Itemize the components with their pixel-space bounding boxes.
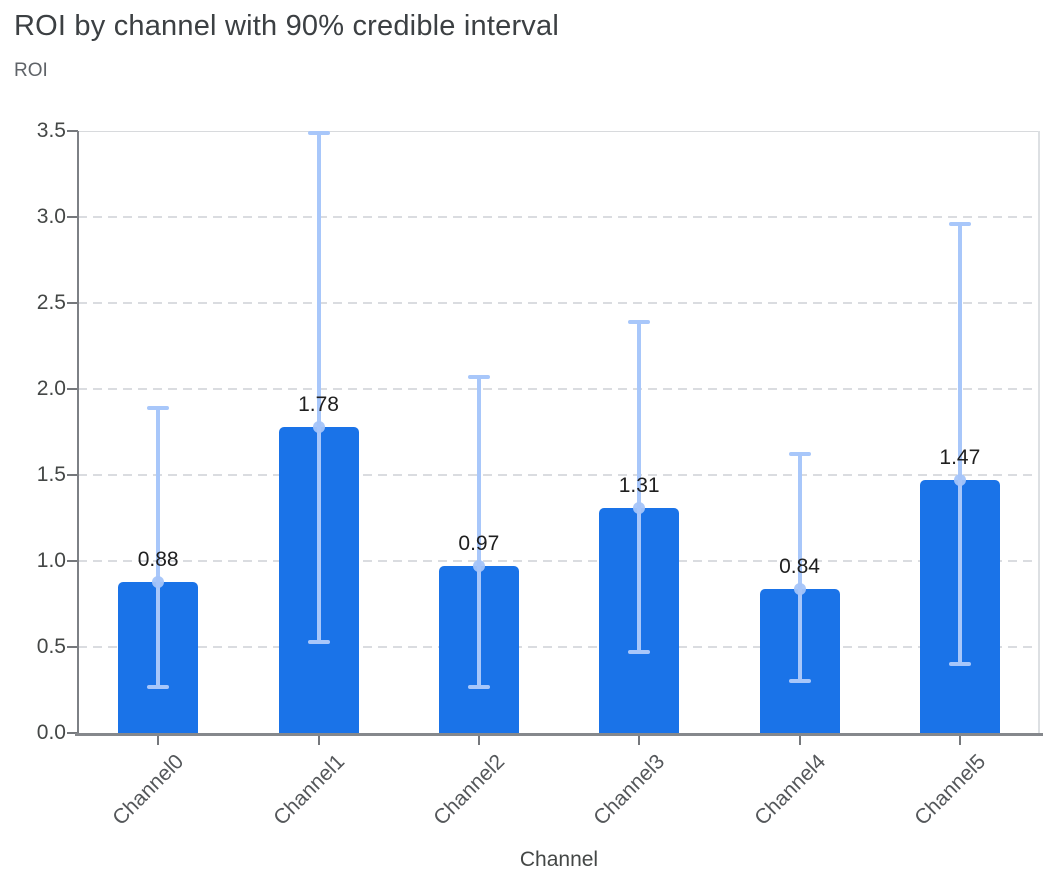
x-axis-line bbox=[75, 733, 1043, 736]
y-tick-label-1.0: 1.0 bbox=[36, 549, 66, 572]
x-tick-label-Channel1: Channel1 bbox=[268, 750, 349, 830]
y-axis-title: ROI bbox=[14, 60, 48, 81]
y-axis-tick-3.0 bbox=[67, 216, 78, 218]
plot-border-top bbox=[78, 131, 1040, 132]
gridline-2.5 bbox=[78, 302, 1040, 304]
mean-dot-Channel0 bbox=[152, 575, 165, 588]
value-label-Channel4: 0.84 bbox=[779, 554, 820, 578]
x-axis-tick-Channel5 bbox=[958, 736, 961, 745]
x-axis-title: Channel bbox=[519, 848, 599, 871]
gridline-1.0 bbox=[78, 560, 1040, 562]
y-axis-tick-2.0 bbox=[67, 388, 78, 390]
value-label-Channel1: 1.78 bbox=[298, 392, 339, 416]
y-tick-label-3.0: 3.0 bbox=[36, 205, 66, 228]
y-tick-label-1.5: 1.5 bbox=[36, 463, 66, 486]
value-label-Channel3: 1.31 bbox=[618, 473, 660, 497]
plot-border-right bbox=[1038, 131, 1040, 733]
error-cap-upper-Channel1 bbox=[307, 130, 330, 135]
gridline-2.0 bbox=[78, 388, 1040, 390]
x-tick-label-Channel3: Channel3 bbox=[589, 750, 670, 830]
error-cap-upper-Channel2 bbox=[467, 374, 490, 379]
error-cap-lower-Channel0 bbox=[147, 684, 170, 689]
chart-title: ROI by channel with 90% credible interva… bbox=[14, 10, 559, 42]
gridline-3.0 bbox=[78, 216, 1040, 218]
y-tick-label-2.5: 2.5 bbox=[36, 291, 66, 314]
error-cap-upper-Channel5 bbox=[948, 221, 971, 226]
error-whisker-Channel3 bbox=[637, 321, 642, 653]
y-tick-label-0.0: 0.0 bbox=[36, 721, 66, 744]
x-tick-label-Channel5: Channel5 bbox=[910, 750, 991, 830]
error-cap-lower-Channel3 bbox=[628, 650, 651, 655]
error-whisker-Channel5 bbox=[957, 223, 962, 665]
error-cap-lower-Channel4 bbox=[788, 679, 811, 684]
y-axis-tick-0.0 bbox=[67, 732, 78, 734]
mean-dot-Channel5 bbox=[953, 474, 966, 487]
x-tick-label-Channel0: Channel0 bbox=[108, 750, 189, 830]
x-tick-label-Channel2: Channel2 bbox=[429, 750, 510, 830]
y-tick-label-3.5: 3.5 bbox=[36, 119, 66, 142]
y-tick-label-0.5: 0.5 bbox=[36, 635, 66, 658]
mean-dot-Channel1 bbox=[312, 420, 325, 433]
error-cap-lower-Channel2 bbox=[467, 684, 490, 689]
x-axis-tick-Channel0 bbox=[157, 736, 160, 745]
error-whisker-Channel4 bbox=[797, 454, 802, 682]
y-axis-tick-0.5 bbox=[67, 646, 78, 648]
error-cap-upper-Channel3 bbox=[628, 319, 651, 324]
mean-dot-Channel2 bbox=[472, 560, 485, 573]
x-axis-tick-Channel1 bbox=[317, 736, 320, 745]
error-whisker-Channel0 bbox=[156, 407, 161, 687]
gridline-0.5 bbox=[78, 646, 1040, 648]
x-axis-tick-Channel3 bbox=[638, 736, 641, 745]
error-cap-lower-Channel5 bbox=[948, 662, 971, 667]
y-axis-line bbox=[77, 131, 79, 733]
y-axis-tick-1.0 bbox=[67, 560, 78, 562]
mean-dot-Channel3 bbox=[633, 501, 646, 514]
y-tick-label-2.0: 2.0 bbox=[36, 377, 66, 400]
y-axis-tick-1.5 bbox=[67, 474, 78, 476]
error-whisker-Channel2 bbox=[476, 376, 481, 687]
value-label-Channel2: 0.97 bbox=[458, 532, 500, 556]
gridline-1.5 bbox=[78, 474, 1040, 476]
x-axis-tick-Channel2 bbox=[477, 736, 480, 745]
error-cap-upper-Channel0 bbox=[147, 405, 170, 410]
x-axis-tick-Channel4 bbox=[798, 736, 801, 745]
x-tick-label-Channel4: Channel4 bbox=[749, 750, 830, 830]
error-cap-upper-Channel4 bbox=[788, 452, 811, 457]
mean-dot-Channel4 bbox=[793, 582, 806, 595]
y-axis-tick-2.5 bbox=[67, 302, 78, 304]
value-label-Channel5: 1.47 bbox=[939, 446, 981, 470]
error-cap-lower-Channel1 bbox=[307, 639, 330, 644]
value-label-Channel0: 0.88 bbox=[137, 547, 179, 571]
y-axis-tick-3.5 bbox=[67, 130, 78, 132]
error-whisker-Channel1 bbox=[316, 132, 321, 642]
